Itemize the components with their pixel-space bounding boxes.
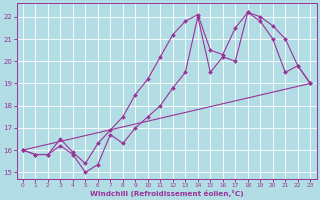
- X-axis label: Windchill (Refroidissement éolien,°C): Windchill (Refroidissement éolien,°C): [90, 190, 244, 197]
